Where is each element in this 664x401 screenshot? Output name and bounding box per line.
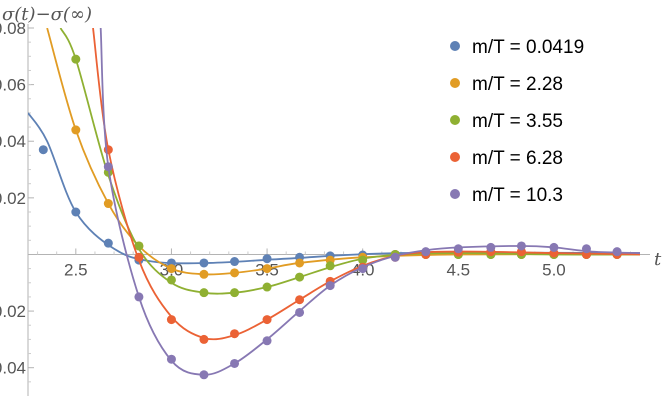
x-tick-label: 4.5 [446,260,470,279]
data-point [453,244,463,254]
data-point [262,254,272,264]
data-point [103,162,113,172]
series-line [46,28,641,276]
data-point [325,281,335,291]
y-axis: −0.04 −0.02 0.02 0.04 0.06 0.08 [0,19,34,396]
data-point [166,354,176,364]
data-point [199,258,209,268]
data-point [71,207,81,217]
data-point [230,268,240,278]
data-point [134,252,144,262]
data-point [486,242,496,252]
legend-marker [450,189,460,199]
legend-item: m/T = 2.28 [450,74,563,95]
x-axis-label: t [654,249,662,270]
legend-item: m/T = 3.55 [450,111,563,132]
x-tick-label: 5.0 [542,260,566,279]
data-point [166,315,176,325]
data-point [166,264,176,274]
legend-item: m/T = 6.28 [450,148,563,169]
data-point [358,264,368,274]
legend-item: m/T = 0.0419 [450,37,584,58]
data-point [262,336,272,346]
data-point [295,307,305,317]
y-tick-label: 0.08 [0,19,26,38]
data-point [230,288,240,298]
y-tick-label: −0.02 [0,302,26,321]
data-point [516,241,526,251]
data-point [390,252,400,262]
legend-item: m/T = 10.3 [450,185,563,206]
legend-label: m/T = 0.0419 [472,37,584,58]
legend-label: m/T = 6.28 [472,148,563,169]
data-point [262,282,272,292]
data-point [230,257,240,267]
legend-marker [450,41,460,51]
data-point [262,315,272,325]
data-point [358,255,368,265]
data-point [581,244,591,254]
legend-label: m/T = 2.28 [472,74,563,95]
y-tick-label: 0.04 [0,132,26,151]
data-point [71,125,81,135]
series-line [92,28,641,341]
legend-marker [450,78,460,88]
data-point [199,288,209,298]
data-point [166,275,176,285]
data-point [262,264,272,274]
data-point [71,54,81,64]
data-point [612,247,622,257]
data-point [295,295,305,305]
data-point [199,334,209,344]
data-point [230,358,240,368]
data-point [230,329,240,339]
series-layer [28,28,641,380]
data-point [38,145,48,155]
y-axis-label: σ(t)−σ(∞) [2,4,92,25]
data-point [295,272,305,282]
y-tick-label: 0.06 [0,76,26,95]
data-point [549,242,559,252]
legend-marker [450,152,460,162]
y-tick-label: 0.02 [0,189,26,208]
data-point [103,238,113,248]
legend-label: m/T = 10.3 [472,185,563,206]
legend-label: m/T = 3.55 [472,111,563,132]
y-tick-label: −0.04 [0,359,26,378]
data-point [325,261,335,271]
data-point [421,247,431,257]
data-point [199,269,209,279]
legend: m/T = 0.0419 m/T = 2.28 m/T = 3.55 m/T = 6.… [450,37,584,206]
data-point [134,241,144,251]
data-point [199,370,209,380]
series-5 [99,28,641,380]
data-point [134,292,144,302]
data-point [295,258,305,268]
data-point [103,199,113,209]
x-tick-label: 2.5 [64,260,88,279]
legend-marker [450,115,460,125]
axis-labels: σ(t)−σ(∞) t [2,4,662,270]
